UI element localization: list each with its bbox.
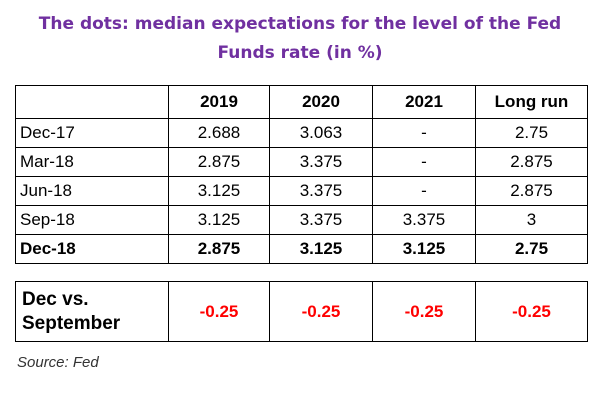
comparison-row: Dec vs. September -0.25 -0.25 -0.25 -0.2… [15, 281, 588, 342]
table-cell: 2.875 [168, 234, 270, 264]
table-cell: 3 [475, 205, 588, 235]
table-cell: - [372, 176, 476, 206]
header-row: 2019 2020 2021 Long run [15, 85, 588, 119]
table-cell: 2.75 [475, 118, 588, 148]
row-label: Mar-18 [15, 147, 169, 177]
table-row: Sep-18 3.125 3.375 3.375 3 [15, 205, 588, 235]
header-cell: 2020 [269, 85, 373, 119]
table-row: Dec-17 2.688 3.063 - 2.75 [15, 118, 588, 148]
comparison-label: Dec vs. September [15, 281, 169, 342]
change-value: -0.25 [168, 281, 270, 342]
table-row: Mar-18 2.875 3.375 - 2.875 [15, 147, 588, 177]
row-label: Dec-17 [15, 118, 169, 148]
header-cell [15, 85, 169, 119]
table-cell: 2.875 [475, 176, 588, 206]
row-label: Jun-18 [15, 176, 169, 206]
change-value: -0.25 [475, 281, 588, 342]
table-row: Jun-18 3.125 3.375 - 2.875 [15, 176, 588, 206]
header-cell: 2021 [372, 85, 476, 119]
title-line-1: The dots: median expectations for the le… [38, 14, 562, 34]
header-cell: 2019 [168, 85, 270, 119]
change-value: -0.25 [372, 281, 476, 342]
title-line-2: Funds rate (in %) [217, 43, 383, 63]
change-value: -0.25 [269, 281, 373, 342]
table-cell: - [372, 147, 476, 177]
table-cell: 2.688 [168, 118, 270, 148]
comparison-table: Dec vs. September -0.25 -0.25 -0.25 -0.2… [15, 281, 588, 342]
table-row-highlighted: Dec-18 2.875 3.125 3.125 2.75 [15, 234, 588, 264]
table-cell: 2.75 [475, 234, 588, 264]
table-cell: 3.375 [269, 176, 373, 206]
header-cell: Long run [475, 85, 588, 119]
table-cell: - [372, 118, 476, 148]
table-cell: 3.375 [269, 147, 373, 177]
comparison-label-line-1: Dec vs. [22, 288, 89, 310]
table-cell: 3.125 [168, 205, 270, 235]
comparison-label-line-2: September [22, 312, 121, 334]
row-label: Sep-18 [15, 205, 169, 235]
table-cell: 3.125 [168, 176, 270, 206]
table-cell: 2.875 [168, 147, 270, 177]
table-cell: 3.125 [269, 234, 373, 264]
table-cell: 3.063 [269, 118, 373, 148]
table-cell: 3.375 [269, 205, 373, 235]
row-label: Dec-18 [15, 234, 169, 264]
dots-table: 2019 2020 2021 Long run Dec-17 2.688 3.0… [15, 85, 588, 264]
source-note: Source: Fed [17, 354, 99, 371]
table-cell: 2.875 [475, 147, 588, 177]
table-cell: 3.375 [372, 205, 476, 235]
chart-title: The dots: median expectations for the le… [0, 10, 600, 68]
table-cell: 3.125 [372, 234, 476, 264]
